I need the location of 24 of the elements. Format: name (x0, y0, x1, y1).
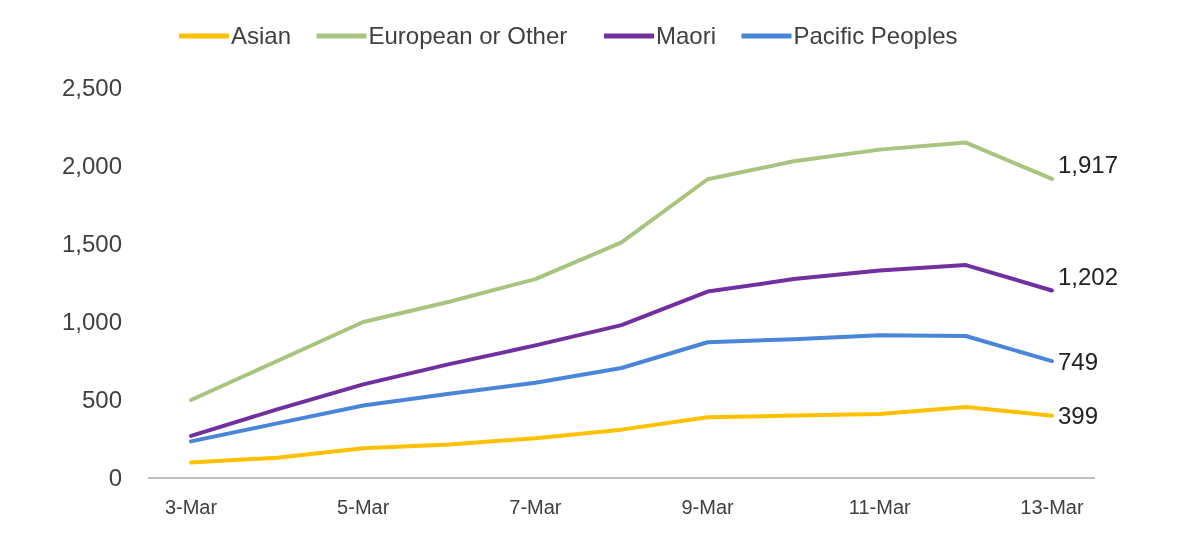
line-series (189, 333, 1054, 444)
y-tick-label: 1,000 (61, 308, 122, 336)
y-tick-label: 500 (81, 386, 122, 414)
data-label: 1,202 (1057, 262, 1119, 290)
legend-label: Pacific Peoples (793, 22, 958, 50)
y-tick-label: 1,500 (61, 230, 122, 258)
x-tick-label: 7-Mar (509, 496, 562, 518)
y-tick-label: 0 (108, 464, 122, 492)
data-label: 399 (1057, 402, 1098, 430)
line-series (189, 140, 1054, 402)
line-series (189, 405, 1054, 465)
x-tick-label: 9-Mar (681, 496, 735, 518)
legend-label: Maori (656, 22, 717, 50)
y-tick-label: 2,000 (61, 152, 122, 180)
x-tick-label: 3-Mar (164, 496, 218, 518)
data-label: 1,917 (1057, 151, 1119, 179)
data-label: 749 (1057, 347, 1098, 375)
legend-label: Asian (231, 22, 292, 50)
x-tick-label: 13-Mar (1020, 496, 1084, 518)
x-tick-label: 11-Mar (848, 496, 912, 518)
x-tick-label: 5-Mar (337, 496, 390, 518)
line-series (189, 263, 1054, 438)
y-tick-label: 2,500 (61, 74, 122, 102)
legend-label: European or Other (368, 22, 568, 50)
